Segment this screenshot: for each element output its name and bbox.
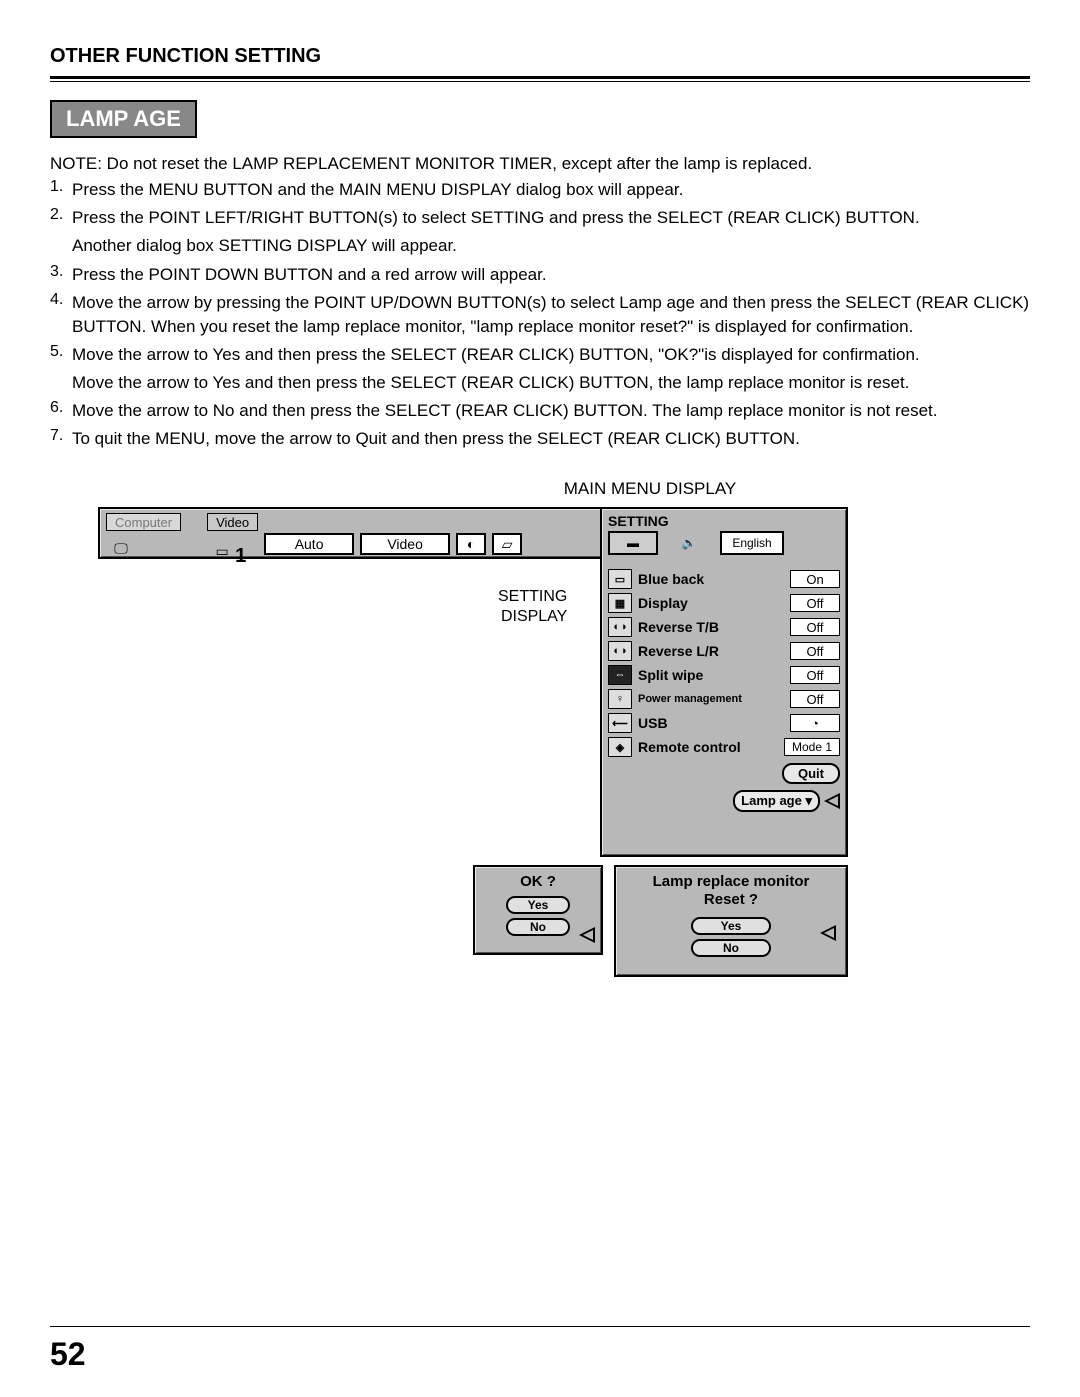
setting-row[interactable]: ▦ Display Off bbox=[608, 593, 840, 613]
setting-row[interactable]: ▭ Blue back On bbox=[608, 569, 840, 589]
menu-number: 1 bbox=[235, 545, 246, 568]
contrast-icon[interactable]: ◐ bbox=[456, 533, 486, 555]
setting-row[interactable]: ♀ Power management Off bbox=[608, 689, 840, 709]
setting-row-icon: ▦ bbox=[608, 593, 632, 613]
setting-row-icon: ⇔ bbox=[608, 665, 632, 685]
note-text: NOTE: Do not reset the LAMP REPLACEMENT … bbox=[50, 152, 1030, 176]
setting-row-label: Reverse L/R bbox=[638, 643, 784, 659]
ok-no-button[interactable]: No bbox=[506, 918, 570, 936]
setting-row-value: Mode 1 bbox=[784, 738, 840, 756]
video-icon: ▭ bbox=[207, 539, 237, 565]
steps-list: 1.Press the MENU BUTTON and the MAIN MEN… bbox=[50, 178, 1030, 453]
setting-proj-icon: ▬ bbox=[608, 531, 658, 555]
language-button[interactable]: English bbox=[720, 531, 784, 555]
setting-row-value: Off bbox=[790, 594, 840, 612]
step-line: 3.Press the POINT DOWN BUTTON and a red … bbox=[50, 263, 1030, 289]
reset-panel: Lamp replace monitor Reset ? Yes No bbox=[614, 865, 848, 977]
setting-row-label: Blue back bbox=[638, 571, 784, 587]
setting-display-label: SETTING DISPLAY bbox=[498, 587, 567, 625]
setting-row[interactable]: ◈ Remote control Mode 1 bbox=[608, 737, 840, 757]
setting-row[interactable]: ◐◑ Reverse L/R Off bbox=[608, 641, 840, 661]
pointer-arrow-icon bbox=[579, 927, 595, 943]
setting-panel: SETTING ▬ 🔊 English ▭ Blue back On ▦ Display… bbox=[600, 507, 848, 857]
step-line: 1.Press the MENU BUTTON and the MAIN MEN… bbox=[50, 178, 1030, 204]
reset-yes-button[interactable]: Yes bbox=[691, 917, 771, 935]
video-button[interactable]: Video bbox=[360, 533, 450, 555]
auto-button[interactable]: Auto bbox=[264, 533, 354, 555]
pointer-arrow-icon bbox=[824, 793, 840, 809]
reset-title: Lamp replace monitor Reset ? bbox=[653, 873, 810, 909]
quit-button[interactable]: Quit bbox=[782, 763, 840, 784]
setting-row-label: Remote control bbox=[638, 739, 778, 755]
step-line: 2.Press the POINT LEFT/RIGHT BUTTON(s) t… bbox=[50, 206, 1030, 232]
setting-row-icon: ◈ bbox=[608, 737, 632, 757]
tab-computer[interactable]: Computer bbox=[106, 513, 181, 531]
setting-row-value: ◔ bbox=[790, 714, 840, 732]
screen-icon[interactable]: ▱ bbox=[492, 533, 522, 555]
page-header: OTHER FUNCTION SETTING bbox=[50, 45, 1030, 68]
page-number: 52 bbox=[50, 1336, 86, 1373]
diagram: Computer 🖵 Video ▭ 1 Auto Video ◐ ▱ SETT… bbox=[98, 507, 982, 987]
setting-row-value: Off bbox=[790, 666, 840, 684]
pointer-arrow-icon bbox=[820, 925, 836, 941]
setting-row-icon: ◐◑ bbox=[608, 641, 632, 661]
setting-row-label: Display bbox=[638, 595, 784, 611]
tab-video[interactable]: Video bbox=[207, 513, 258, 531]
setting-row-icon: ▭ bbox=[608, 569, 632, 589]
setting-sound-icon: 🔊 bbox=[664, 531, 714, 555]
step-line: 6.Move the arrow to No and then press th… bbox=[50, 399, 1030, 425]
computer-icon: 🖵 bbox=[106, 535, 136, 561]
step-line: Move the arrow to Yes and then press the… bbox=[50, 371, 1030, 397]
setting-row-value: Off bbox=[790, 642, 840, 660]
setting-row[interactable]: ⟵ USB ◔ bbox=[608, 713, 840, 733]
lamp-age-button[interactable]: Lamp age ▾ bbox=[733, 790, 820, 812]
setting-row[interactable]: ⇔ Split wipe Off bbox=[608, 665, 840, 685]
setting-row-label: Power management bbox=[638, 693, 784, 705]
section-title: LAMP AGE bbox=[50, 100, 197, 138]
step-line: 4.Move the arrow by pressing the POINT U… bbox=[50, 291, 1030, 341]
setting-row-value: Off bbox=[790, 618, 840, 636]
diagram-title: MAIN MENU DISPLAY bbox=[50, 479, 1030, 499]
setting-row-label: Reverse T/B bbox=[638, 619, 784, 635]
setting-row-icon: ◐◑ bbox=[608, 617, 632, 637]
setting-row-label: USB bbox=[638, 715, 784, 731]
setting-row-icon: ⟵ bbox=[608, 713, 632, 733]
setting-row-icon: ♀ bbox=[608, 689, 632, 709]
setting-row[interactable]: ◐◑ Reverse T/B Off bbox=[608, 617, 840, 637]
header-rule bbox=[50, 76, 1030, 82]
step-line: Another dialog box SETTING DISPLAY will … bbox=[50, 234, 1030, 260]
setting-row-value: On bbox=[790, 570, 840, 588]
footer-rule bbox=[50, 1326, 1030, 1327]
ok-yes-button[interactable]: Yes bbox=[506, 896, 570, 914]
step-line: 5.Move the arrow to Yes and then press t… bbox=[50, 343, 1030, 369]
ok-title: OK ? bbox=[520, 873, 556, 890]
step-line: 7.To quit the MENU, move the arrow to Qu… bbox=[50, 427, 1030, 453]
setting-row-label: Split wipe bbox=[638, 667, 784, 683]
reset-no-button[interactable]: No bbox=[691, 939, 771, 957]
setting-header: SETTING bbox=[608, 513, 840, 529]
ok-panel: OK ? Yes No bbox=[473, 865, 603, 955]
setting-row-value: Off bbox=[790, 690, 840, 708]
